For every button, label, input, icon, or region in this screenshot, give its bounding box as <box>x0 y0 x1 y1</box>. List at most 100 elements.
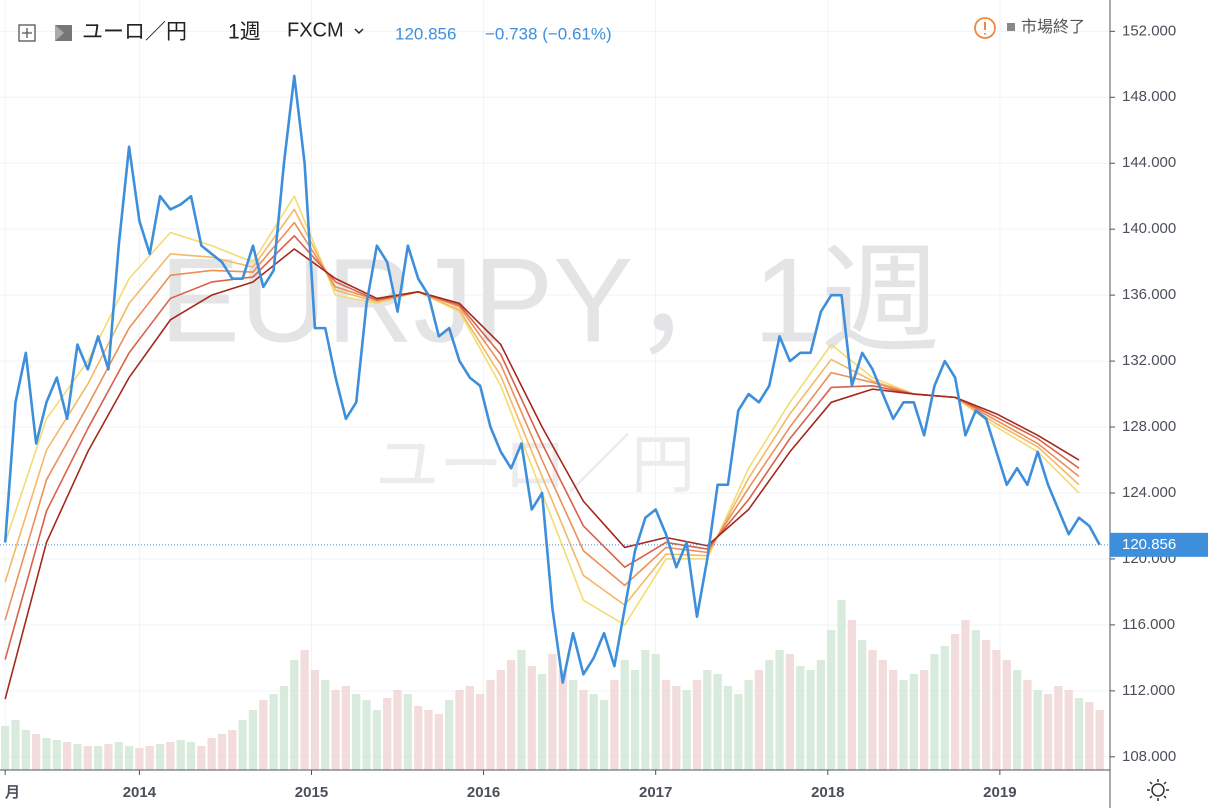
volume-bar <box>300 650 309 770</box>
lines <box>0 74 1110 700</box>
header: ユーロ／円 1週 FXCM 120.856 −0.738 (−0.61%) 市場… <box>18 17 1085 44</box>
volume-bar <box>73 744 82 770</box>
volume-bar <box>393 690 402 770</box>
volume-bar <box>620 660 629 770</box>
volume-bar <box>1085 702 1094 770</box>
market-status: 市場終了 <box>1021 18 1085 36</box>
volume-bar <box>816 660 826 770</box>
volume-bar <box>734 694 743 770</box>
volume-bar <box>506 660 516 770</box>
ribbon-line <box>4 221 1080 621</box>
watermark-sub: ユーロ／円 <box>375 429 695 501</box>
volume-bar <box>930 654 939 770</box>
volume-bar <box>238 720 247 770</box>
volume-bar <box>259 700 268 770</box>
volume-bar <box>703 670 712 770</box>
y-tick-label: 112.000 <box>1122 682 1175 699</box>
volume-bar <box>579 690 588 770</box>
volume-bar <box>1064 690 1073 770</box>
volume-bar <box>135 748 144 770</box>
volume-bar <box>785 654 795 770</box>
volume-bar <box>682 690 691 770</box>
volume-bar <box>537 674 547 770</box>
volume-bar <box>744 680 753 770</box>
volume-bar <box>692 680 702 770</box>
volume-bar <box>1043 694 1053 770</box>
price-change: −0.738 (−0.61%) <box>485 24 612 43</box>
volume-bar <box>217 734 227 770</box>
volume-bar <box>1074 698 1084 770</box>
volume-bar <box>630 670 640 770</box>
volume-bar <box>496 670 505 770</box>
compare-icon[interactable] <box>18 24 36 42</box>
volume-bar <box>155 744 165 770</box>
volume-bar <box>868 650 877 770</box>
volume-bar <box>754 670 764 770</box>
volume-bar <box>403 694 412 770</box>
volume-bar <box>1002 660 1011 770</box>
volume-bar <box>372 710 382 770</box>
settings-icon[interactable] <box>1147 779 1169 801</box>
volume-bar <box>228 730 237 770</box>
ribbon-line <box>4 234 1080 660</box>
y-tick-label: 140.000 <box>1122 220 1176 237</box>
alert-icon[interactable] <box>974 17 996 39</box>
volume-bar <box>414 706 423 770</box>
volume-bar <box>455 690 464 770</box>
last-price: 120.856 <box>395 24 456 43</box>
volume-bar <box>1023 680 1032 770</box>
volume-bar <box>362 700 371 770</box>
interval[interactable]: 1週 <box>228 21 261 44</box>
volume-bar <box>641 650 650 770</box>
volume-bar <box>796 666 805 770</box>
volume-bar <box>434 714 443 770</box>
volume-bar <box>114 742 123 770</box>
x-tick-label: 2015 <box>295 784 328 801</box>
y-tick-label: 128.000 <box>1122 418 1176 435</box>
x-tick-label: 2014 <box>123 784 157 801</box>
ribbon-line <box>4 248 1080 700</box>
volume-bar <box>889 670 898 770</box>
volume-bar <box>21 730 30 770</box>
x-tick-label: 2017 <box>639 784 672 801</box>
volume-bar <box>971 630 980 770</box>
y-tick-label: 108.000 <box>1122 748 1176 765</box>
exchange-dropdown[interactable] <box>354 28 364 35</box>
volume-bar <box>1033 690 1042 770</box>
volume-bar <box>310 670 320 770</box>
volume-bar <box>651 654 660 770</box>
volume-bar <box>992 650 1001 770</box>
price-line <box>3 74 1101 684</box>
volume-bar <box>723 686 733 770</box>
last-price-label: 120.856 <box>1122 536 1176 553</box>
volume-bar <box>940 646 949 770</box>
watermark: EURJPY，1週 ユーロ／円 <box>160 234 940 501</box>
volume-bar <box>290 660 299 770</box>
exchange[interactable]: FXCM <box>287 19 344 41</box>
x-tick-label: 2018 <box>811 784 844 801</box>
volume-bar <box>486 680 495 770</box>
x-tick-label: 2016 <box>467 784 500 801</box>
volume-bar <box>207 738 216 770</box>
symbol[interactable]: ユーロ／円 <box>82 21 187 44</box>
volume-bar <box>279 686 289 770</box>
volume-bar <box>476 694 485 770</box>
volume-bar <box>661 680 671 770</box>
watermark-main: EURJPY，1週 <box>160 234 940 368</box>
volume-bar <box>62 742 72 770</box>
last-price-box <box>1110 532 1208 557</box>
volume-bar <box>11 720 20 770</box>
volume-bar <box>321 680 330 770</box>
volume-bar <box>93 746 103 770</box>
volume-bar <box>166 742 175 770</box>
volume-bar <box>52 740 61 770</box>
volume-bar <box>248 710 258 770</box>
volume-bar <box>1054 686 1063 770</box>
y-tick-label: 124.000 <box>1122 484 1176 501</box>
volume-bar <box>424 710 433 770</box>
volume-bar <box>352 694 361 770</box>
volume-bar <box>1095 710 1104 770</box>
volume-bar <box>176 740 185 770</box>
volume-bar <box>42 738 51 770</box>
